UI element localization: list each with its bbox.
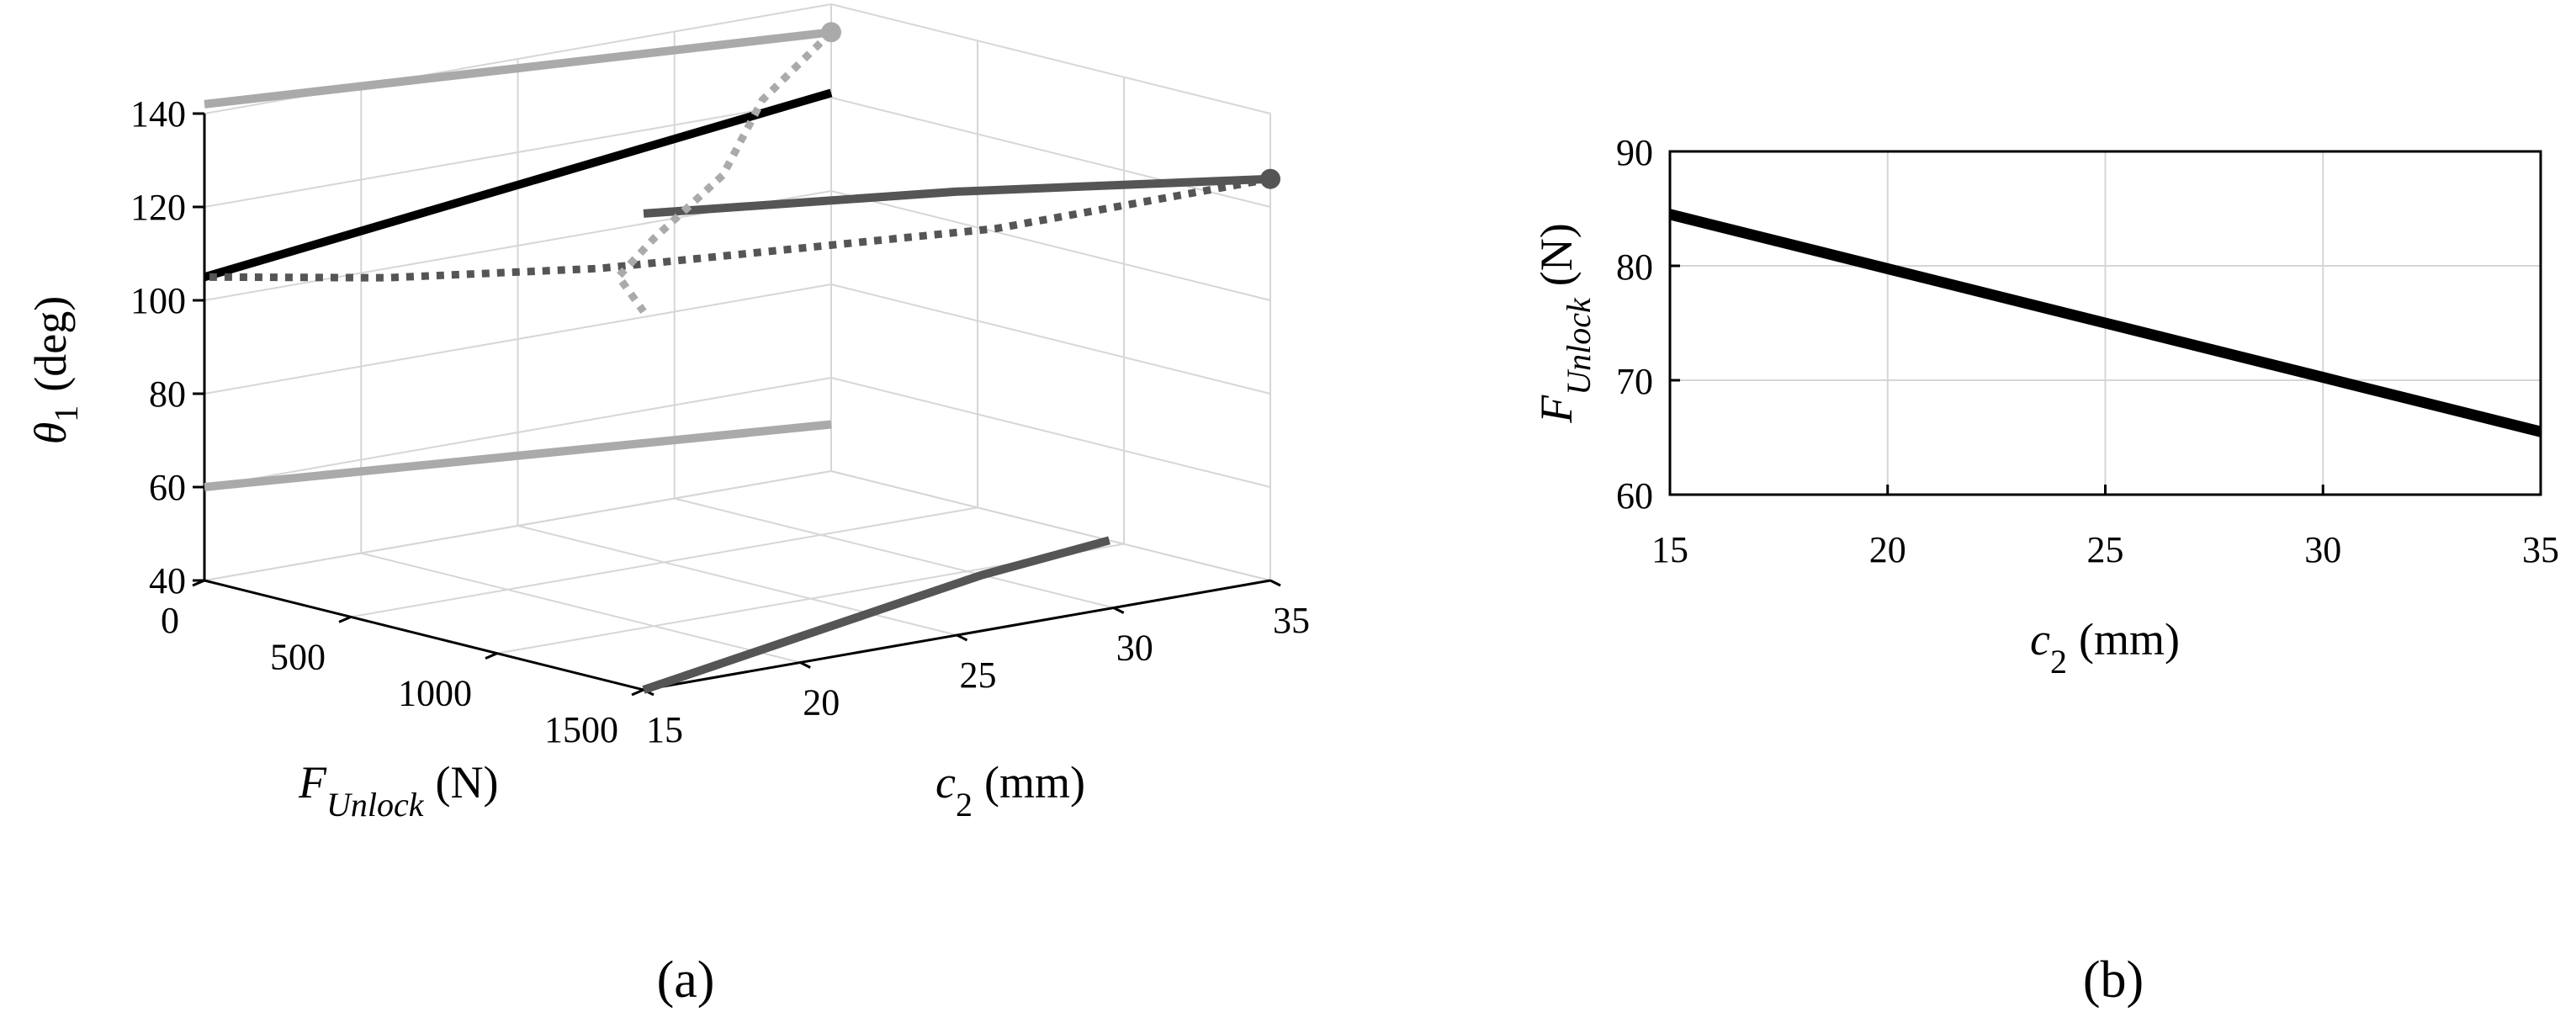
- panel-b-line-chart: 15 20 25 30 35 60 70 80 90 FUnlock(N) c2 (mm) (b): [1531, 132, 2559, 1009]
- b-ytick-label: 80: [1616, 246, 1653, 288]
- a-series-4-line: [613, 29, 835, 315]
- panel-b-caption: (b): [2083, 951, 2144, 1009]
- b-ytick-label: 70: [1616, 361, 1653, 402]
- a-wall-gridline: [204, 97, 832, 208]
- a-ytick-label: 30: [1116, 628, 1153, 669]
- a-floor-gridline: [361, 552, 801, 664]
- a-x-axis-line: [204, 579, 644, 692]
- a-ztick-label: 60: [149, 467, 186, 508]
- b-xtick-label: 25: [2087, 529, 2124, 570]
- a-series-2-line: [204, 175, 1271, 282]
- b-xtick-label: 15: [1651, 529, 1688, 570]
- a-wall-gridline: [830, 377, 1271, 488]
- panel-a-gridlines: [204, 3, 1271, 691]
- a-series-1-line: [643, 174, 1271, 218]
- a-series-5-line: [642, 536, 1110, 694]
- a-ytick-label: 25: [960, 654, 997, 696]
- a-tick-mark: [1113, 607, 1125, 614]
- a-ytick-label: 15: [646, 709, 683, 750]
- b-xtick-label: 30: [2304, 529, 2341, 570]
- a-wall-gridline: [830, 283, 1271, 395]
- a-ztick-label: 80: [149, 374, 186, 415]
- a-series-6-line: [204, 420, 832, 491]
- a-wall-gridline: [204, 470, 832, 581]
- a-ztick-label: 120: [130, 187, 186, 228]
- a-ytick-label: 20: [803, 682, 840, 723]
- panel-a-tick-labels: 40 60 80 100 120 140 0 500 1000 1500 15 20 25 30 35: [130, 93, 1310, 750]
- a-xtick-label: 500: [270, 636, 326, 677]
- panel-a-axis-box: [192, 112, 1281, 697]
- b-ylabel: FUnlock(N): [1531, 223, 1598, 423]
- panel-b-series: [1668, 209, 2542, 437]
- b-xtick-label: 20: [1869, 529, 1906, 570]
- a-wall-gridline: [830, 3, 1271, 114]
- panel-a-3d-chart: 40 60 80 100 120 140 0 500 1000 1500 15 20 25 30 35 θ1…: [25, 3, 1310, 1009]
- a-wall-gridline: [830, 190, 1271, 301]
- a-wall-gridline: [830, 97, 1271, 208]
- b-xtick-label: 35: [2522, 529, 2559, 570]
- a-zlabel: θ1(deg): [25, 296, 85, 444]
- a-series-3-line: [204, 28, 832, 109]
- a-ytick-label: 35: [1273, 600, 1310, 641]
- a-xtick-label: 0: [161, 600, 179, 641]
- b-xlabel: c2 (mm): [2030, 614, 2180, 681]
- a-tick-mark: [799, 661, 811, 669]
- a-floor-gridline: [517, 525, 957, 636]
- a-wall-gridline: [830, 470, 1271, 581]
- a-tick-mark: [631, 688, 644, 697]
- a-xtick-label: 1000: [398, 673, 472, 714]
- a-tick-mark: [485, 652, 498, 660]
- panel-a-series: [203, 22, 1280, 694]
- b-ytick-label: 60: [1616, 475, 1653, 517]
- b-ytick-label: 90: [1616, 132, 1653, 173]
- panel-b-tick-labels: 15 20 25 30 35 60 70 80 90: [1616, 132, 2559, 570]
- a-ztick-label: 140: [130, 93, 186, 135]
- a-ylabel: c2 (mm): [936, 757, 1085, 824]
- panel-a-caption: (a): [657, 951, 715, 1009]
- a-ztick-label: 100: [130, 280, 186, 321]
- a-tick-mark: [956, 633, 968, 642]
- a-xlabel: FUnlock (N): [298, 757, 498, 824]
- a-wall-gridline: [204, 377, 832, 488]
- a-tick-mark: [192, 579, 205, 587]
- b-series-0-line: [1668, 209, 2542, 437]
- a-series-0-line: [203, 88, 833, 282]
- a-floor-gridline: [674, 497, 1114, 609]
- a-ztick-label: 40: [149, 560, 186, 601]
- a-wall-gridline: [204, 283, 832, 395]
- a-xtick-label: 1500: [544, 709, 618, 750]
- a-tick-mark: [1269, 579, 1281, 587]
- a-tick-mark: [338, 615, 352, 623]
